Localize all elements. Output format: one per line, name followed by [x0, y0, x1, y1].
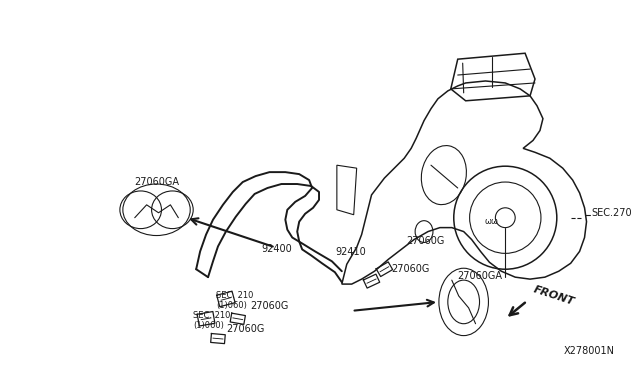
Text: 27060G: 27060G	[406, 237, 445, 246]
Text: FRONT: FRONT	[532, 285, 575, 307]
Text: SEC. 210
(1)060): SEC. 210 (1)060)	[193, 311, 230, 330]
Text: 92400: 92400	[262, 244, 292, 254]
Text: SEC. 210
(1)060): SEC. 210 (1)060)	[216, 291, 253, 310]
Text: 27060GA: 27060GA	[458, 271, 503, 281]
Text: ωω: ωω	[484, 217, 499, 226]
Text: X278001N: X278001N	[563, 346, 614, 356]
Text: SEC.270: SEC.270	[591, 208, 632, 218]
Text: 27060GA: 27060GA	[134, 177, 179, 187]
Text: 27060G: 27060G	[251, 301, 289, 311]
Text: 92410: 92410	[335, 247, 365, 257]
Text: 27060G: 27060G	[391, 264, 429, 274]
Text: 27060G: 27060G	[226, 324, 264, 334]
